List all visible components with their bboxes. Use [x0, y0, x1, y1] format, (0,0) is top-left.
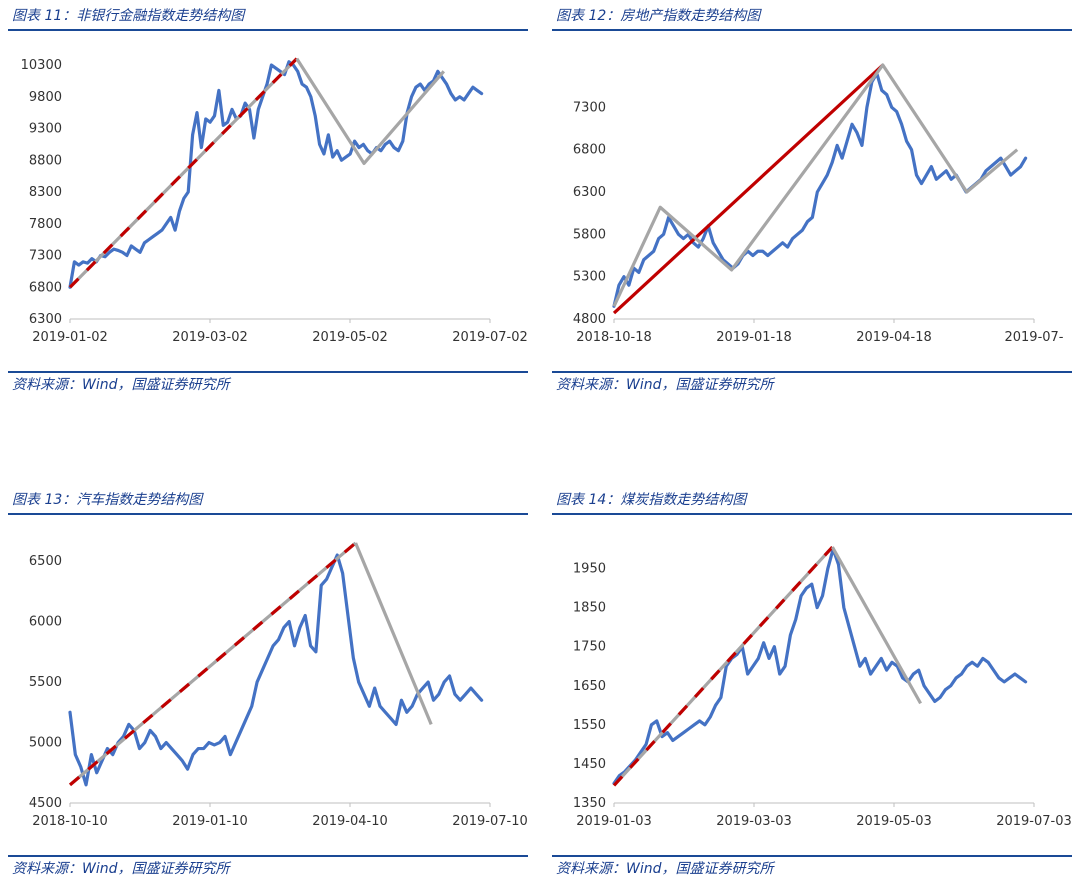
- y-tick-label: 7300: [573, 100, 606, 115]
- y-tick-label: 4800: [573, 312, 606, 327]
- x-tick-label: 2019-03-02: [172, 330, 248, 345]
- trend-line-gray: [612, 63, 1019, 307]
- y-tick-label: 1850: [573, 601, 606, 616]
- source-wind: Wind: [626, 861, 662, 877]
- x-tick-label: 2019-07-03: [996, 814, 1072, 829]
- y-tick-label: 7800: [29, 217, 62, 232]
- source-org: ，国盛证券研究所: [117, 861, 230, 877]
- trend-line-red-dash: [612, 545, 834, 787]
- title-rule: [8, 513, 528, 515]
- x-tick-label: 2019-05-02: [312, 330, 388, 345]
- y-tick-label: 5000: [29, 736, 62, 751]
- title-rule: [552, 29, 1072, 31]
- source-org: ，国盛证券研究所: [661, 377, 774, 393]
- index-line: [68, 60, 484, 289]
- x-tick-label: 2019-01-02: [32, 330, 108, 345]
- chart-canvas: 1350 1450 1550 1650 1750 1850 1950 2019-01-03 20…: [573, 545, 1072, 829]
- source-prefix: 资料来源：: [12, 377, 82, 393]
- panel-header: 图表 12：房地产指数走势结构图: [552, 0, 1072, 30]
- trend-line-red-dash: [68, 57, 298, 289]
- title-rule: [8, 29, 528, 31]
- source-prefix: 资料来源：: [556, 377, 626, 393]
- x-tick-label: 2019-07-02: [452, 330, 528, 345]
- x-tick-label: 2019-07-: [1004, 330, 1063, 345]
- y-tick-label: 9800: [29, 90, 62, 105]
- y-tick-label: 6800: [573, 143, 606, 158]
- panel-header: 图表 13：汽车指数走势结构图: [8, 484, 528, 514]
- chart-title: 图表 13：汽车指数走势结构图: [12, 492, 203, 508]
- y-tick-label: 10300: [21, 58, 62, 73]
- source-note: 资料来源：Wind，国盛证券研究所: [556, 858, 774, 878]
- source-wind: Wind: [82, 377, 118, 393]
- x-tick-label: 2019-05-03: [856, 814, 932, 829]
- trend-line-gray-base: [68, 541, 357, 787]
- y-tick-label: 8300: [29, 185, 62, 200]
- x-tick-label: 2018-10-18: [576, 330, 652, 345]
- y-tick-label: 4500: [29, 796, 62, 811]
- chart-panel-coal: 图表 14：煤炭指数走势结构图 1350 1450 1550 1650 1750 1850…: [552, 484, 1072, 884]
- index-line: [612, 547, 1028, 786]
- source-rule: [552, 855, 1072, 857]
- x-tick-label: 2019-01-03: [576, 814, 652, 829]
- x-tick-label: 2019-04-10: [312, 814, 388, 829]
- trend-line-gray: [354, 542, 433, 725]
- y-tick-label: 6300: [29, 312, 62, 327]
- y-tick-label: 8800: [29, 153, 62, 168]
- source-rule: [552, 371, 1072, 373]
- y-tick-label: 7300: [29, 249, 62, 264]
- x-tick-label: 2018-10-10: [32, 814, 108, 829]
- index-line: [68, 553, 484, 787]
- source-prefix: 资料来源：: [12, 861, 82, 877]
- y-tick-label: 1450: [573, 757, 606, 772]
- y-tick-label: 6300: [573, 185, 606, 200]
- y-tick-label: 9300: [29, 122, 62, 137]
- source-rule: [8, 371, 528, 373]
- chart-panel-automobile: 图表 13：汽车指数走势结构图 4500 5000 5500 6000 6500 2018…: [8, 484, 528, 884]
- y-tick-label: 6800: [29, 280, 62, 295]
- y-tick-label: 5300: [573, 270, 606, 285]
- x-tick-label: 2019-01-18: [716, 330, 792, 345]
- x-tick-label: 2019-03-03: [716, 814, 792, 829]
- panel-header: 图表 14：煤炭指数走势结构图: [552, 484, 1072, 514]
- chart-canvas: 4500 5000 5500 6000 6500 2018-10-10 2019-01-10…: [29, 541, 528, 829]
- source-wind: Wind: [626, 377, 662, 393]
- trend-line-gray: [831, 546, 922, 705]
- y-tick-label: 6500: [29, 554, 62, 569]
- x-tick-label: 2019-07-10: [452, 814, 528, 829]
- trend-line-red: [612, 63, 884, 315]
- chart-title: 图表 12：房地产指数走势结构图: [556, 8, 761, 24]
- source-note: 资料来源：Wind，国盛证券研究所: [556, 374, 774, 394]
- trend-line-gray: [295, 57, 446, 166]
- chart-panel-real-estate: 图表 12：房地产指数走势结构图 4800 5300 5800 6300 6800 730…: [552, 0, 1072, 400]
- chart-title: 图表 14：煤炭指数走势结构图: [556, 492, 747, 508]
- y-tick-label: 1550: [573, 718, 606, 733]
- source-note: 资料来源：Wind，国盛证券研究所: [12, 858, 230, 878]
- chart-panel-nonbank-finance: 图表 11：非银行金融指数走势结构图 6300 6800 7300 7800 8300 8…: [8, 0, 528, 400]
- source-org: ，国盛证券研究所: [117, 377, 230, 393]
- y-tick-label: 6000: [29, 615, 62, 630]
- x-tick-label: 2019-04-18: [856, 330, 932, 345]
- source-org: ，国盛证券研究所: [661, 861, 774, 877]
- y-tick-label: 1650: [573, 679, 606, 694]
- source-rule: [8, 855, 528, 857]
- chart-title: 图表 11：非银行金融指数走势结构图: [12, 8, 245, 24]
- source-prefix: 资料来源：: [556, 861, 626, 877]
- chart-canvas: 4800 5300 5800 6300 6800 7300 2018-10-18 2019-0…: [573, 63, 1064, 345]
- x-tick-label: 2019-01-10: [172, 814, 248, 829]
- y-tick-label: 5500: [29, 675, 62, 690]
- y-tick-label: 1950: [573, 562, 606, 577]
- y-tick-label: 1750: [573, 640, 606, 655]
- title-rule: [552, 513, 1072, 515]
- y-tick-label: 5800: [573, 227, 606, 242]
- source-note: 资料来源：Wind，国盛证券研究所: [12, 374, 230, 394]
- y-tick-label: 1350: [573, 796, 606, 811]
- panel-header: 图表 11：非银行金融指数走势结构图: [8, 0, 528, 30]
- source-wind: Wind: [82, 861, 118, 877]
- chart-canvas: 6300 6800 7300 7800 8300 8800 9300 9800 10300 201…: [21, 57, 528, 345]
